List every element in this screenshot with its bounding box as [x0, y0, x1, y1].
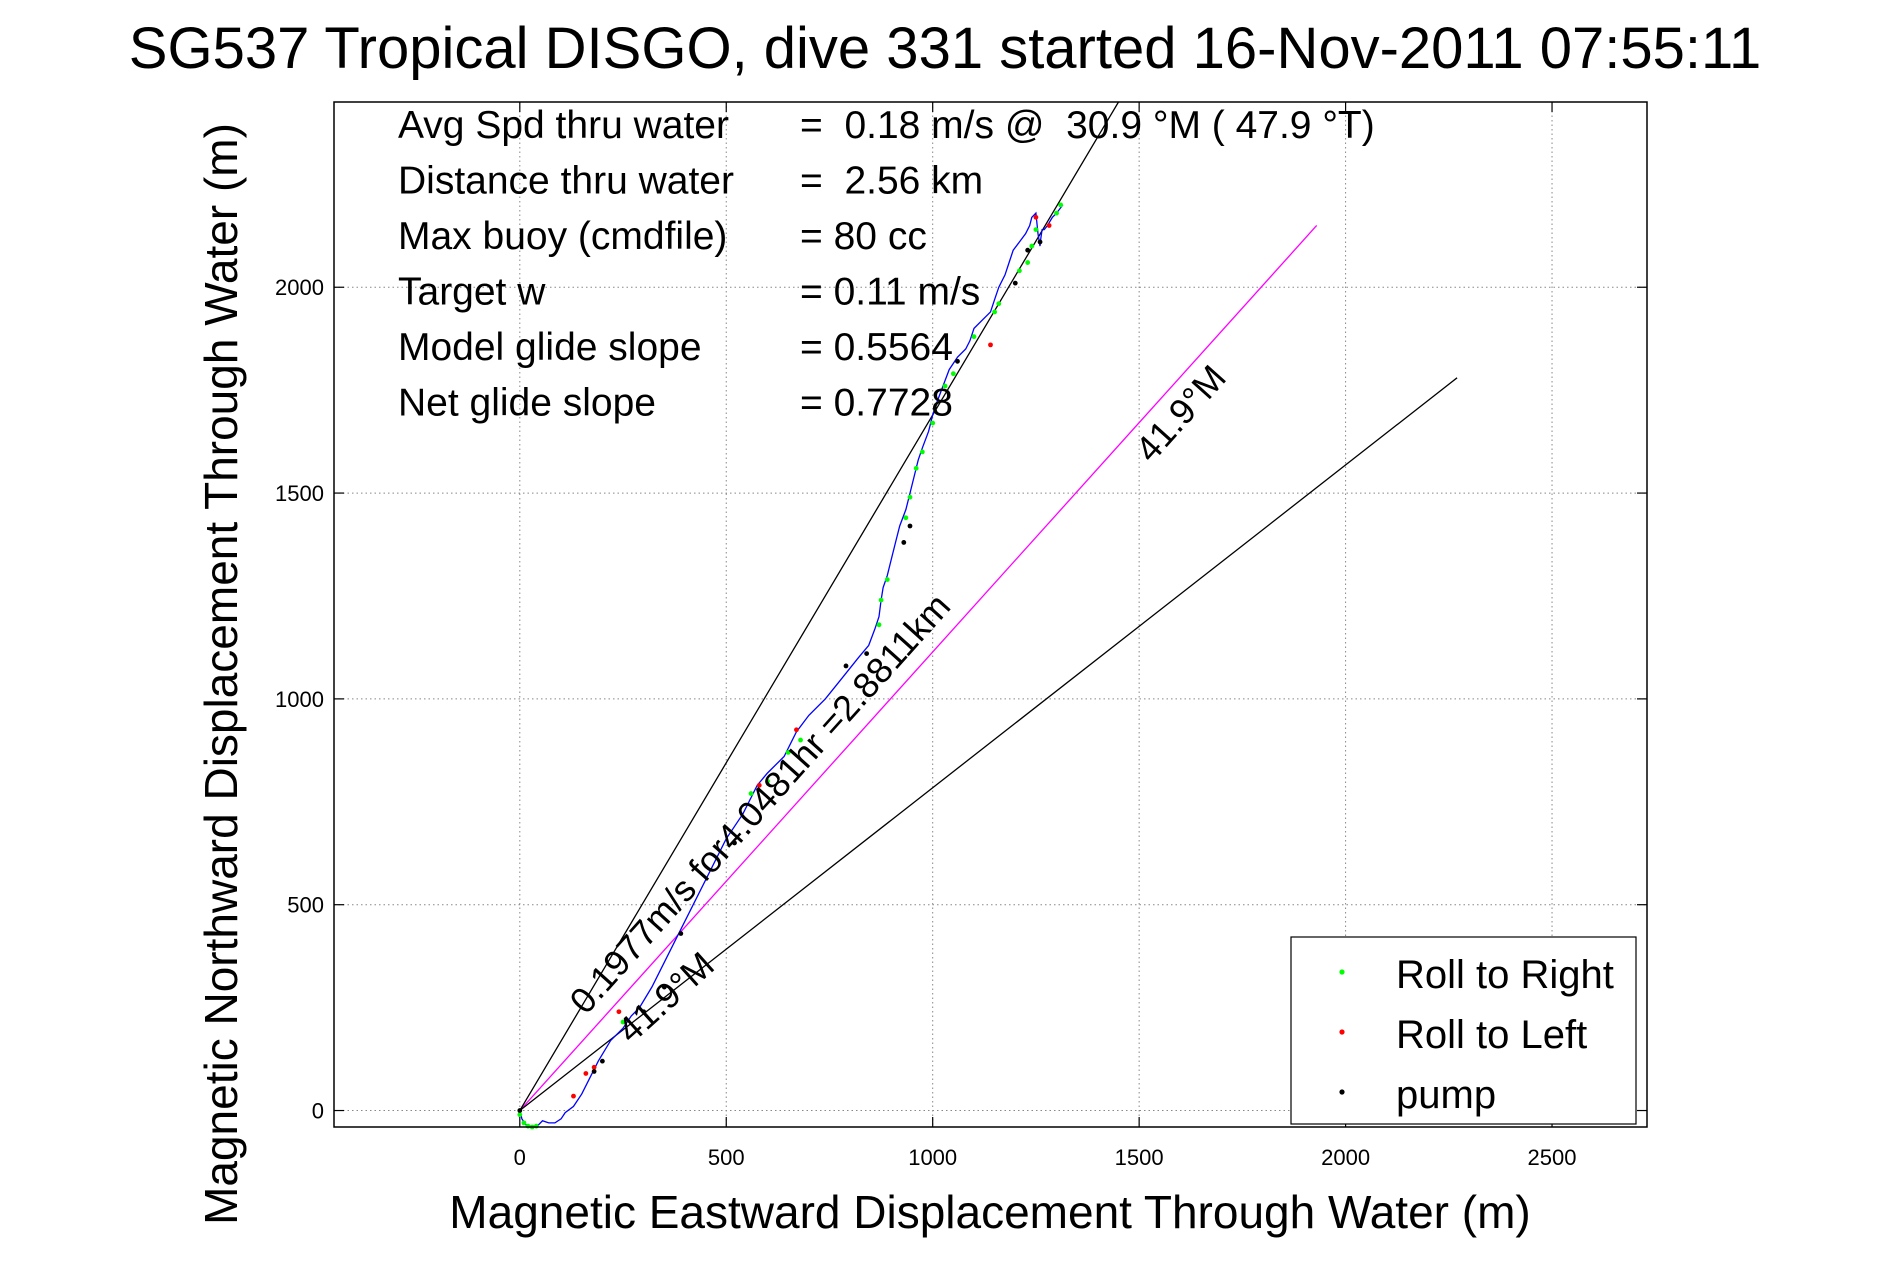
pump-marker	[641, 1009, 647, 1015]
roll-left-marker	[756, 782, 762, 788]
y-tick-label: 500	[287, 893, 324, 918]
y-axis-label: Magnetic Northward Displacement Through …	[195, 123, 247, 1225]
roll-right-marker	[1058, 202, 1064, 208]
roll-right-marker	[620, 1019, 626, 1025]
roll-right-marker	[907, 494, 913, 500]
stat-value: = 80 cc	[800, 215, 927, 258]
pump-marker	[1037, 239, 1043, 245]
roll-right-marker	[765, 778, 770, 784]
roll-left-marker	[1033, 214, 1039, 220]
roll-right-marker	[798, 737, 803, 743]
roll-left-marker	[583, 1071, 589, 1076]
roll-right-marker	[1054, 210, 1059, 216]
pump-marker	[901, 540, 907, 545]
stat-value: = 0.18 m/s @ 30.9 °M ( 47.9 °T)	[800, 104, 1375, 147]
legend-box	[1290, 936, 1637, 1125]
pump-marker	[864, 651, 870, 657]
plot-frame	[333, 101, 1648, 1128]
x-tick-label: 0	[514, 1145, 526, 1170]
roll-right-marker	[884, 577, 890, 582]
stat-value: = 0.11 m/s	[800, 271, 980, 314]
x-tick-label: 500	[708, 1145, 745, 1170]
roll-right-marker	[878, 597, 884, 603]
stat-label: Max buoy (cmdfile)	[398, 215, 727, 258]
pump-marker	[1025, 247, 1031, 253]
pump-marker	[1012, 280, 1018, 286]
legend-label: pump	[1396, 1073, 1496, 1117]
pump-marker	[517, 1108, 523, 1113]
roll-right-marker	[903, 515, 909, 521]
x-tick-label: 1500	[1115, 1145, 1164, 1170]
legend-label: Roll to Right	[1396, 953, 1614, 997]
roll-right-marker	[913, 465, 919, 471]
stat-value: = 0.5564	[800, 326, 953, 369]
pump-marker	[599, 1058, 605, 1064]
roll-left-marker	[794, 727, 799, 733]
stat-value: = 2.56 km	[800, 160, 983, 203]
x-axis-label: Magnetic Eastward Displacement Through W…	[449, 1186, 1530, 1238]
y-ticks: 0 500 1000 1500 2000	[275, 275, 1647, 1124]
roll-right-marker	[525, 1123, 531, 1129]
roll-right-marker	[521, 1120, 527, 1126]
roll-right-marker	[748, 791, 754, 796]
x-tick-label: 1000	[908, 1145, 957, 1170]
x-tick-label: 2500	[1528, 1145, 1577, 1170]
roll-right-marker	[930, 420, 936, 426]
legend-label: Roll to Left	[1396, 1013, 1587, 1057]
x-ticks: 0 500 1000 1500 2000 2500	[514, 102, 1577, 1170]
roll-right-marker	[533, 1123, 539, 1129]
chart-title: SG537 Tropical DISGO, dive 331 started 1…	[129, 16, 1761, 81]
roll-right-marker	[992, 309, 998, 315]
roll-left-marker	[1046, 223, 1052, 228]
stat-value: = 0.7728	[800, 382, 953, 425]
roll-left-marker	[988, 342, 993, 348]
roll-right-marker	[876, 622, 882, 628]
pump-marker	[907, 523, 913, 529]
legend: Roll to Right Roll to Left pump	[1290, 936, 1637, 1125]
stat-label: Avg Spd thru water	[398, 104, 729, 147]
y-tick-label: 1000	[275, 687, 324, 712]
y-tick-label: 0	[312, 1099, 324, 1124]
roll-right-marker	[971, 334, 977, 340]
roll-right-marker	[1029, 243, 1035, 249]
x-tick-label: 2000	[1321, 1145, 1370, 1170]
roll-left-marker	[571, 1093, 576, 1099]
legend-marker	[1339, 1029, 1345, 1035]
pump-marker	[955, 358, 960, 364]
roll-right-marker	[1033, 227, 1039, 233]
pump-marker	[591, 1069, 597, 1074]
stats-block: Avg Spd thru water = 0.18 m/s @ 30.9 °M (…	[398, 104, 1375, 425]
legend-marker	[1339, 1089, 1345, 1095]
stat-label: Distance thru water	[398, 160, 734, 203]
reference-line	[519, 377, 1458, 1112]
y-tick-label: 2000	[275, 275, 324, 300]
y-tick-label: 1500	[275, 481, 324, 506]
pump-marker	[843, 663, 849, 669]
roll-left-marker	[616, 1009, 622, 1015]
pump-marker	[661, 984, 667, 990]
pump-marker	[732, 840, 737, 846]
roll-right-marker	[996, 301, 1002, 307]
stat-label: Net glide slope	[398, 382, 656, 425]
roll-right-marker	[517, 1112, 523, 1118]
stat-label: Model glide slope	[398, 326, 702, 369]
roll-right-marker	[919, 449, 925, 455]
roll-right-marker	[942, 383, 948, 389]
roll-right-marker	[1025, 260, 1031, 265]
roll-right-marker	[1017, 268, 1022, 274]
roll-left-marker	[591, 1064, 597, 1070]
reference-line	[519, 225, 1318, 1111]
pump-marker	[678, 931, 684, 936]
legend-marker	[1339, 969, 1345, 975]
roll-right-marker	[785, 750, 791, 755]
stat-label: Target w	[398, 271, 546, 314]
roll-right-marker	[950, 371, 956, 377]
markers	[517, 202, 1064, 1130]
